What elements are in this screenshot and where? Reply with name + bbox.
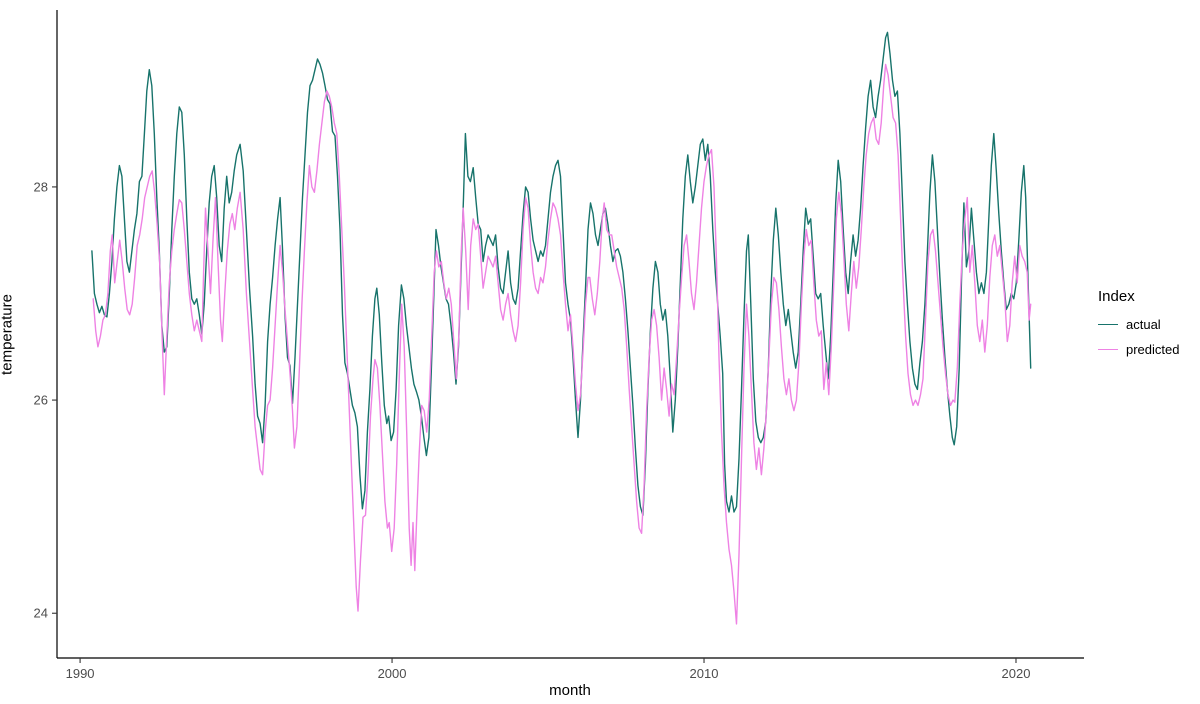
legend-item-actual: actual: [1098, 317, 1179, 332]
legend-label-predicted: predicted: [1126, 342, 1180, 357]
legend: Index actual predicted: [1098, 288, 1179, 367]
legend-label-actual: actual: [1126, 317, 1161, 332]
y-tick-label: 28: [34, 179, 48, 194]
y-axis-title: temperature: [0, 294, 16, 375]
x-axis-title: month: [549, 682, 591, 699]
predicted-line-swatch: [1098, 349, 1118, 350]
x-tick-label: 2000: [378, 666, 407, 681]
y-tick-label: 24: [34, 606, 48, 621]
legend-title: Index: [1098, 288, 1135, 305]
actual-line: [91, 31, 1032, 516]
x-tick-label: 2010: [690, 666, 719, 681]
actual-line-swatch: [1098, 324, 1118, 325]
predicted-line: [92, 63, 1032, 625]
x-tick-label: 1990: [66, 666, 95, 681]
legend-item-predicted: predicted: [1098, 342, 1179, 357]
y-tick-label: 26: [34, 393, 48, 408]
x-tick-label: 2020: [1002, 666, 1031, 681]
